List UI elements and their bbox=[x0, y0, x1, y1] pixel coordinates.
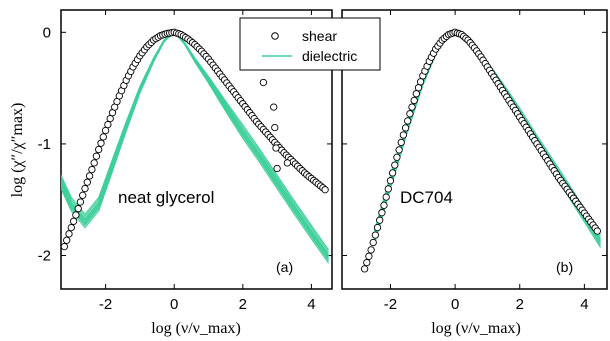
shear-point bbox=[373, 223, 382, 232]
shear-point bbox=[95, 145, 103, 154]
shear-point bbox=[414, 84, 423, 92]
shear-point bbox=[88, 165, 96, 174]
shear-point bbox=[395, 146, 403, 154]
shear-point bbox=[97, 139, 105, 147]
shear-point bbox=[101, 126, 110, 135]
shear-point bbox=[401, 124, 410, 132]
shear-point bbox=[283, 159, 292, 167]
shear-point bbox=[371, 231, 380, 239]
shear-point bbox=[593, 227, 601, 235]
x-tick-label: 4 bbox=[307, 296, 315, 313]
panel-a-shear-series bbox=[61, 28, 329, 251]
shear-point bbox=[391, 161, 399, 169]
shear-point bbox=[63, 236, 71, 244]
x-tick-label: 0 bbox=[451, 296, 459, 313]
y-tick-label: 0 bbox=[43, 24, 51, 41]
shear-point bbox=[69, 217, 78, 225]
shear-point bbox=[376, 216, 384, 224]
legend-shear-marker bbox=[271, 32, 279, 40]
shear-point bbox=[378, 209, 386, 217]
shear-point bbox=[397, 138, 405, 147]
x-tick-label: -2 bbox=[384, 296, 397, 313]
panel-b-xlabel: log (ν/ν_max) bbox=[431, 320, 521, 337]
shear-point bbox=[321, 186, 329, 194]
shear-point bbox=[393, 153, 401, 161]
shear-point bbox=[90, 159, 98, 167]
shear-point bbox=[271, 123, 279, 132]
shear-point bbox=[76, 198, 85, 206]
shear-point bbox=[384, 185, 392, 193]
shear-point bbox=[259, 78, 268, 87]
shear-point bbox=[369, 238, 377, 247]
shear-point bbox=[273, 164, 281, 173]
shear-point bbox=[406, 110, 414, 118]
panel-b-frame bbox=[341, 9, 608, 290]
x-tick-label: 2 bbox=[239, 296, 247, 313]
shear-point bbox=[67, 223, 75, 232]
panel-b: -2 0 2 4 DC704 (b) log (ν/ν_max) bbox=[341, 9, 608, 337]
shear-point bbox=[363, 258, 371, 267]
shear-point bbox=[81, 184, 89, 193]
shear-point bbox=[272, 144, 280, 152]
y-tick-label: -2 bbox=[38, 248, 51, 265]
legend-dielectric-label: dielectric bbox=[302, 48, 357, 64]
shear-point bbox=[367, 246, 375, 254]
panel-b-label: (b) bbox=[556, 259, 573, 275]
panel-b-shear-series bbox=[360, 28, 601, 273]
shear-point bbox=[99, 133, 107, 141]
shear-point bbox=[360, 265, 369, 273]
y-axis-label: log (χ″/χ″max) bbox=[9, 103, 26, 198]
shear-point bbox=[65, 230, 73, 238]
shear-point bbox=[408, 103, 416, 111]
legend-box bbox=[239, 17, 381, 71]
shear-point bbox=[74, 204, 82, 213]
shear-point bbox=[79, 191, 87, 199]
panel-b-annotation: DC704 bbox=[400, 188, 453, 207]
x-tick-label: 4 bbox=[580, 296, 588, 313]
shear-point bbox=[61, 242, 69, 251]
legend-shear-label: shear bbox=[302, 28, 337, 44]
panel-a: -2 0 2 4 0 -1 -2 neat glycerol (a) log (ν/ν_ma… bbox=[38, 9, 333, 337]
x-tick-label: 2 bbox=[516, 296, 524, 313]
x-tick-label: 0 bbox=[170, 296, 178, 313]
shear-point bbox=[399, 131, 408, 139]
legend: shear dielectric bbox=[239, 17, 381, 71]
shear-point bbox=[412, 90, 420, 98]
shear-point bbox=[92, 152, 101, 160]
shear-point bbox=[85, 172, 94, 180]
panel-a-frame bbox=[60, 9, 333, 290]
shear-point bbox=[382, 193, 390, 201]
panel-a-annotation: neat glycerol bbox=[118, 188, 214, 207]
shear-point bbox=[416, 78, 425, 86]
shear-point bbox=[388, 169, 397, 177]
panel-a-xlabel: log (ν/ν_max) bbox=[151, 320, 241, 337]
shear-point bbox=[386, 177, 395, 185]
shear-point bbox=[106, 114, 114, 123]
shear-point bbox=[380, 201, 388, 209]
shear-point bbox=[270, 103, 278, 111]
shear-point bbox=[365, 252, 373, 260]
shear-point bbox=[104, 120, 112, 129]
y-tick-label: -1 bbox=[38, 136, 51, 153]
x-tick-label: -2 bbox=[99, 296, 112, 313]
panel-a-label: (a) bbox=[276, 259, 293, 275]
shear-point bbox=[72, 211, 80, 219]
shear-point bbox=[410, 96, 418, 105]
shear-point bbox=[404, 117, 412, 125]
shear-point bbox=[83, 178, 91, 186]
